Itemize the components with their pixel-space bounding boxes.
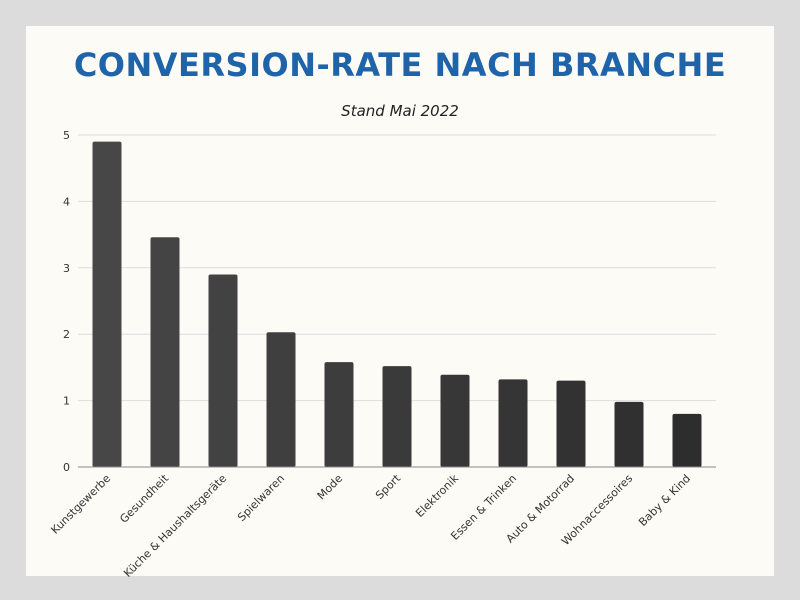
- bar-3: [208, 274, 238, 467]
- x-tick-label: Baby & Kind: [636, 472, 693, 529]
- bar-6: [382, 366, 412, 467]
- x-tick-label: Mode: [315, 472, 346, 503]
- bar-9: [556, 380, 586, 467]
- chart-subtitle: Stand Mai 2022: [341, 102, 459, 120]
- gridlines: [78, 134, 716, 402]
- bar-7: [440, 374, 470, 467]
- y-tick-label: 3: [63, 262, 70, 275]
- bar-11: [672, 413, 702, 467]
- bar-4: [266, 332, 296, 467]
- y-axis-ticks: 0 1 2 3 4 5: [63, 129, 70, 474]
- bar-5: [324, 362, 354, 467]
- x-tick-label: Kunstgewerbe: [48, 472, 113, 537]
- x-tick-label: Sport: [373, 471, 404, 502]
- bar-2: [150, 237, 180, 467]
- x-tick-label: Gesundheit: [117, 471, 171, 525]
- bar-8: [498, 379, 528, 467]
- y-tick-label: 1: [63, 395, 70, 408]
- bar-1: [92, 141, 122, 467]
- bars: [92, 141, 702, 467]
- bar-10: [614, 401, 644, 467]
- y-tick-label: 4: [63, 195, 70, 208]
- chart-title: CONVERSION-RATE NACH BRANCHE: [73, 46, 727, 84]
- x-tick-label: Elektronik: [413, 471, 461, 519]
- y-tick-label: 5: [63, 129, 70, 142]
- x-tick-label: Küche & Haushaltsgeräte: [121, 472, 229, 580]
- y-tick-label: 0: [63, 461, 70, 474]
- y-tick-label: 2: [63, 328, 70, 341]
- x-tick-label: Spielwaren: [235, 472, 287, 524]
